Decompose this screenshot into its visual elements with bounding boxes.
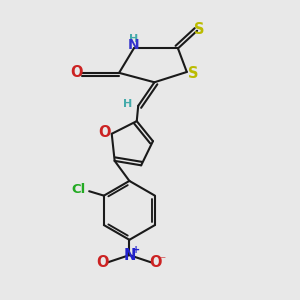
- Text: N: N: [128, 38, 140, 52]
- Text: S: S: [194, 22, 205, 37]
- Text: H: H: [123, 99, 133, 110]
- Text: +: +: [132, 245, 140, 255]
- Text: Cl: Cl: [72, 183, 86, 196]
- Text: O: O: [150, 255, 162, 270]
- Text: O: O: [70, 65, 82, 80]
- Text: S: S: [188, 66, 199, 81]
- Text: N: N: [123, 248, 136, 262]
- Text: H: H: [129, 34, 138, 44]
- Text: O: O: [98, 125, 111, 140]
- Text: ⁻: ⁻: [160, 254, 166, 268]
- Text: O: O: [97, 255, 109, 270]
